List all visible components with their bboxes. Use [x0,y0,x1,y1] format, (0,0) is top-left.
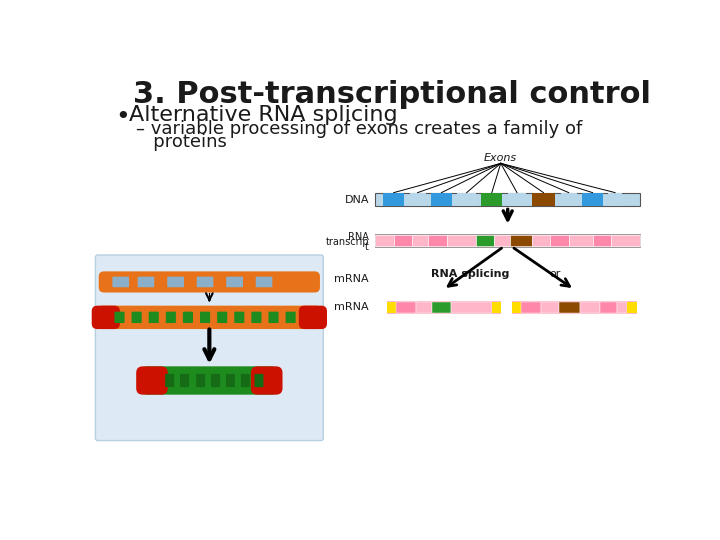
Bar [561,193,577,206]
FancyBboxPatch shape [104,276,112,287]
Bar [510,235,531,246]
Text: transcrip: transcrip [325,237,369,247]
Bar [627,302,637,313]
Bar [580,302,600,313]
FancyBboxPatch shape [149,312,159,323]
FancyBboxPatch shape [166,312,176,323]
FancyBboxPatch shape [226,374,235,387]
Bar [431,193,452,206]
FancyBboxPatch shape [251,312,261,323]
Bar [428,235,447,246]
Text: •: • [114,105,130,129]
Bar [383,193,405,206]
Text: – variable processing of exons creates a family of: – variable processing of exons creates a… [137,120,582,138]
FancyBboxPatch shape [96,306,322,329]
FancyBboxPatch shape [197,276,214,287]
Bar [447,235,476,246]
FancyBboxPatch shape [299,306,327,329]
FancyBboxPatch shape [234,312,244,323]
Text: or: or [549,269,561,279]
Bar [387,302,396,313]
FancyBboxPatch shape [217,312,228,323]
Bar [582,193,603,206]
FancyBboxPatch shape [180,374,189,387]
Text: Alternative RNA splicing: Alternative RNA splicing [129,105,397,125]
FancyBboxPatch shape [240,374,250,387]
Bar [492,302,500,313]
Bar [410,193,426,206]
Bar [495,235,510,246]
FancyBboxPatch shape [256,276,273,287]
Bar [531,235,550,246]
Bar [387,301,500,314]
Text: RNA: RNA [348,232,369,241]
Bar [521,302,541,313]
Bar [375,234,640,247]
Bar [593,235,611,246]
FancyBboxPatch shape [167,276,184,287]
FancyBboxPatch shape [130,276,138,287]
Text: proteins: proteins [137,132,228,151]
Text: Exons: Exons [484,153,517,164]
FancyBboxPatch shape [136,366,168,395]
FancyBboxPatch shape [114,312,125,323]
Text: 3. Post-transcriptional control: 3. Post-transcriptional control [132,80,651,109]
Bar [508,193,526,206]
FancyBboxPatch shape [251,366,282,395]
FancyBboxPatch shape [243,276,256,287]
Bar [559,302,580,313]
Bar [481,193,503,206]
FancyBboxPatch shape [269,312,279,323]
Bar [611,235,640,246]
Text: mRNA: mRNA [334,302,369,312]
FancyBboxPatch shape [226,276,243,287]
Bar [457,193,476,206]
Bar [394,235,413,246]
FancyBboxPatch shape [141,366,278,395]
FancyBboxPatch shape [196,374,205,387]
FancyBboxPatch shape [132,312,142,323]
Bar [608,193,621,206]
FancyBboxPatch shape [155,276,167,287]
Bar [513,302,521,313]
Bar [416,302,433,313]
Bar [569,235,593,246]
Bar [531,193,555,206]
Bar [451,302,492,313]
Bar [617,302,627,313]
FancyBboxPatch shape [214,276,226,287]
FancyBboxPatch shape [273,276,294,287]
FancyBboxPatch shape [184,276,197,287]
FancyBboxPatch shape [254,374,264,387]
Bar [476,235,495,246]
Bar [600,302,617,313]
Bar [433,302,451,313]
Bar [513,301,637,314]
FancyBboxPatch shape [91,306,120,329]
Bar [413,235,428,246]
FancyBboxPatch shape [183,312,193,323]
Bar [541,302,559,313]
Bar [375,235,394,246]
FancyBboxPatch shape [200,312,210,323]
Text: RNA splicing: RNA splicing [431,269,509,279]
Text: t: t [365,242,369,252]
FancyBboxPatch shape [112,276,130,287]
FancyBboxPatch shape [165,374,174,387]
Text: DNA: DNA [344,194,369,205]
FancyBboxPatch shape [286,312,296,323]
FancyBboxPatch shape [211,374,220,387]
Text: mRNA: mRNA [334,274,369,284]
FancyBboxPatch shape [138,276,155,287]
Bar [375,193,640,206]
Bar [550,235,569,246]
Bar [396,302,416,313]
FancyBboxPatch shape [96,255,323,441]
FancyBboxPatch shape [99,272,320,293]
